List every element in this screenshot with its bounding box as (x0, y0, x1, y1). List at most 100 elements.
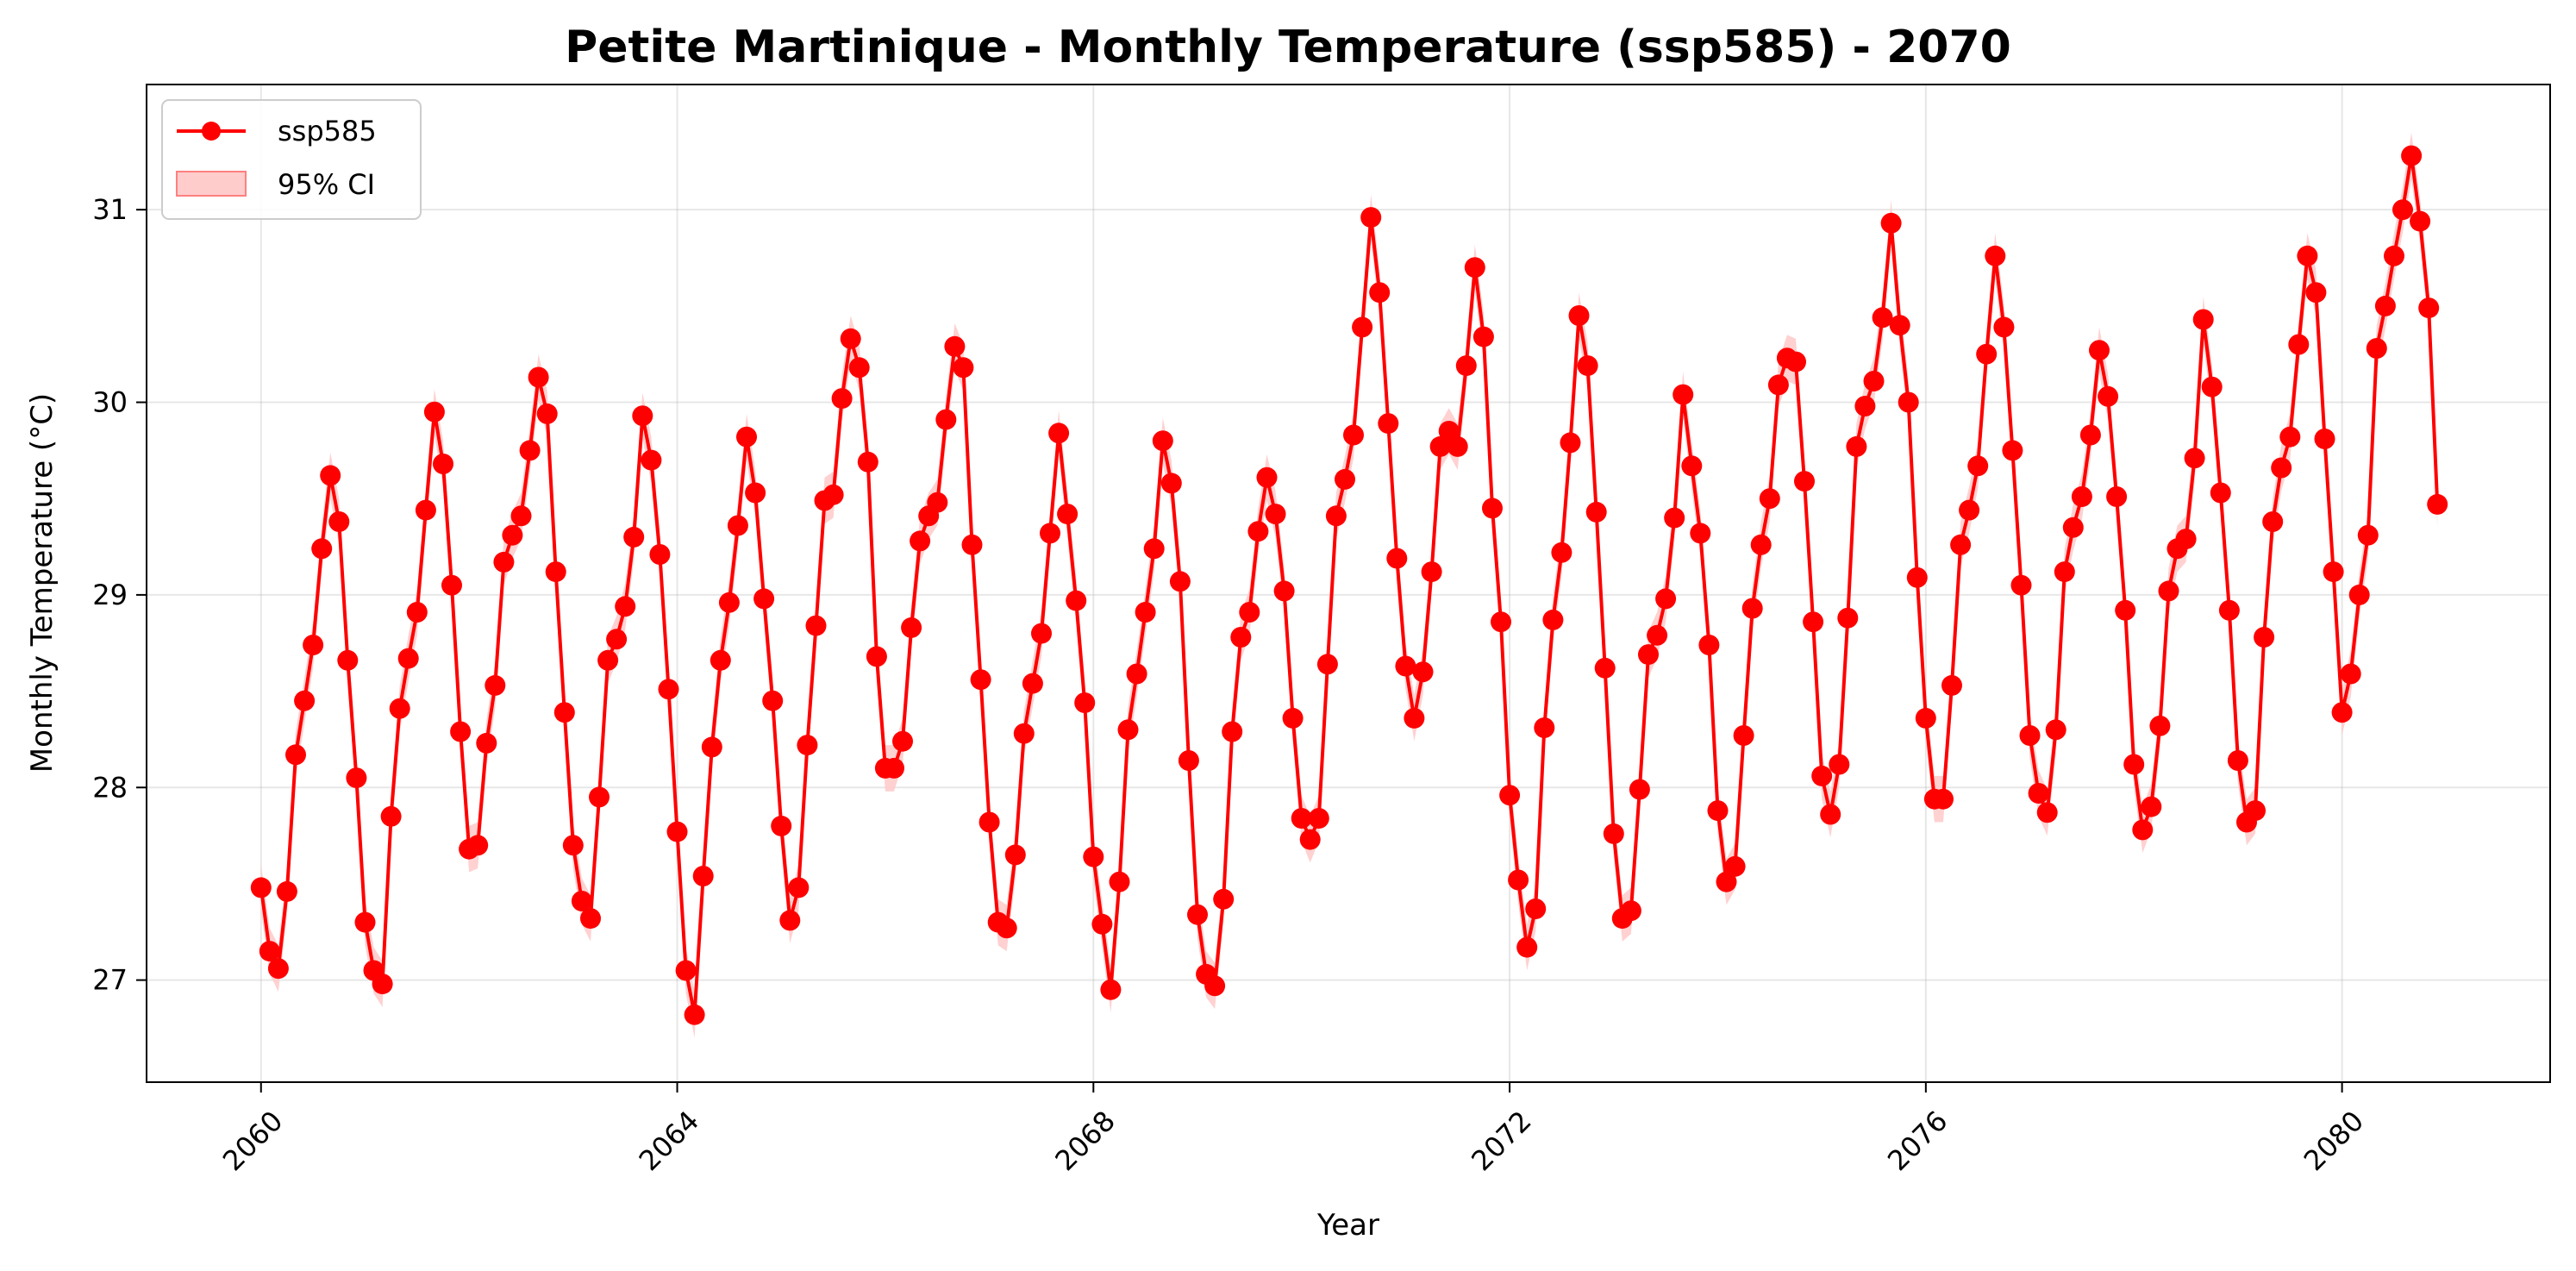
data-point (1941, 674, 1962, 696)
data-point (1976, 343, 1998, 365)
data-point (1135, 602, 1156, 623)
data-point (701, 736, 722, 758)
data-point (1933, 788, 1954, 810)
data-point (1985, 245, 2006, 266)
data-point (354, 911, 376, 933)
data-point (2036, 802, 2058, 823)
data-point (2245, 800, 2266, 822)
data-point (510, 505, 532, 527)
y-axis-label: Monthly Temperature (°C) (25, 393, 59, 773)
data-point (1525, 898, 1547, 919)
data-point (1395, 655, 1416, 677)
data-point (1447, 435, 1468, 457)
data-point (606, 629, 628, 650)
data-point (1950, 534, 1972, 555)
data-point (1325, 505, 1347, 527)
data-point (684, 1004, 705, 1025)
data-point (1577, 355, 1598, 377)
data-point (1959, 499, 1980, 521)
data-point (1568, 305, 1590, 326)
data-point (1273, 580, 1295, 602)
data-point (528, 366, 549, 388)
data-point (580, 908, 601, 930)
data-point (1386, 548, 1408, 569)
data-point (1109, 871, 1130, 892)
data-point (2271, 457, 2292, 479)
data-point (658, 679, 679, 700)
data-point (1048, 423, 1070, 444)
data-point (2210, 482, 2231, 504)
data-point (901, 617, 922, 638)
chart-title: Petite Martinique - Monthly Temperature … (565, 22, 2011, 73)
data-point (1031, 623, 1052, 644)
y-tick-label: 27 (92, 964, 128, 997)
data-point (884, 757, 904, 779)
data-point (1187, 904, 1208, 925)
data-point (2079, 424, 2101, 446)
data-point (2175, 529, 2197, 550)
data-point (303, 635, 324, 655)
data-point (762, 690, 784, 711)
data-point (1794, 471, 1815, 492)
data-point (450, 721, 472, 742)
data-point (1066, 590, 1087, 611)
data-point (1491, 611, 1511, 633)
data-point (1638, 644, 1659, 666)
data-point (2201, 376, 2223, 398)
data-point (2132, 819, 2154, 841)
data-point (961, 534, 983, 555)
data-point (1906, 567, 1928, 588)
data-point (267, 958, 289, 980)
data-point (1455, 355, 1477, 377)
data-point (1733, 725, 1754, 746)
data-point (1464, 257, 1485, 279)
data-point (1299, 829, 1321, 850)
y-tick-label: 30 (92, 386, 128, 419)
data-point (892, 730, 913, 752)
data-point (337, 649, 359, 671)
data-point (2254, 627, 2275, 648)
data-point (1169, 571, 1191, 592)
data-point (1369, 282, 1391, 304)
data-point (1438, 421, 1460, 441)
data-point (346, 767, 367, 789)
y-tick-label: 31 (92, 193, 128, 226)
data-point (1889, 315, 1910, 336)
data-point (1100, 979, 1122, 1000)
data-point (311, 538, 333, 560)
data-point (423, 401, 445, 423)
data-point (2158, 580, 2179, 602)
data-point (2366, 338, 2387, 359)
data-point (666, 821, 688, 842)
data-point (397, 648, 419, 669)
y-tick-label: 28 (92, 771, 128, 804)
data-point (1759, 488, 1780, 510)
y-tick-label: 29 (92, 579, 128, 611)
data-point (1057, 504, 1079, 525)
data-point (1126, 663, 1147, 685)
data-point (1673, 384, 1694, 405)
grid-layer (147, 85, 2550, 1082)
data-point (2062, 517, 2084, 538)
data-point (485, 674, 506, 696)
data-point (1898, 391, 1919, 413)
data-point (1716, 871, 1737, 892)
data-point (2374, 295, 2396, 316)
data-point (2141, 796, 2162, 817)
data-point (927, 491, 948, 513)
data-point (753, 588, 775, 610)
data-point (822, 484, 844, 505)
data-point (2297, 245, 2318, 266)
data-point (1265, 504, 1286, 525)
data-point (502, 524, 523, 546)
data-point (1412, 661, 1434, 683)
data-point (1117, 719, 1139, 741)
data-point (2427, 493, 2448, 515)
data-point (1594, 657, 1616, 679)
data-point (779, 910, 801, 931)
data-point (1004, 844, 1026, 866)
data-point (2184, 448, 2205, 469)
data-point (649, 544, 671, 565)
data-point (285, 744, 306, 766)
